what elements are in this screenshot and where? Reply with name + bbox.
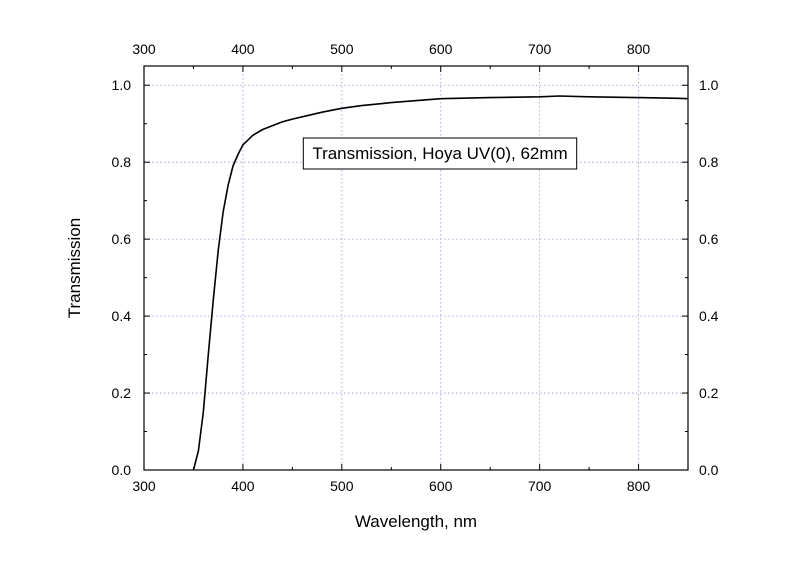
y-right-tick-label: 0.8 [699,154,719,170]
y-tick-label: 0.2 [112,385,132,401]
y-tick-label: 0.4 [112,308,132,324]
x-tick-label: 700 [528,478,552,494]
y-axis-title: Transmission [65,218,84,318]
y-tick-label: 1.0 [112,77,132,93]
x-top-tick-label: 500 [330,41,354,57]
x-tick-label: 800 [627,478,651,494]
annotation-box: Transmission, Hoya UV(0), 62mm [302,137,578,170]
y-right-tick-label: 1.0 [699,77,719,93]
x-tick-label: 400 [231,478,255,494]
series-layer [192,95,689,471]
series-line [192,95,689,471]
x-top-tick-label: 600 [429,41,453,57]
axis-ticks [143,66,688,471]
x-top-tick-label: 300 [132,41,156,57]
annotation-text: Transmission, Hoya UV(0), 62mm [312,144,567,163]
y-tick-label: 0.8 [112,154,132,170]
tick-labels: 300 300 400 400 500 500 600 600 700 700 800 800 0.0 0… [112,41,719,494]
x-top-tick-label: 800 [627,41,651,57]
x-tick-label: 500 [330,478,354,494]
x-axis-title: Wavelength, nm [355,512,477,531]
plot-frame [143,65,689,471]
grid-lines [144,66,688,470]
x-tick-label: 300 [132,478,156,494]
y-right-tick-label: 0.0 [699,462,719,478]
annotation-frame [302,137,578,170]
x-top-tick-label: 700 [528,41,552,57]
y-right-tick-label: 0.2 [699,385,719,401]
y-right-tick-label: 0.6 [699,231,719,247]
y-tick-label: 0.6 [112,231,132,247]
x-tick-label: 600 [429,478,453,494]
y-tick-label: 0.0 [112,462,132,478]
x-top-tick-label: 400 [231,41,255,57]
y-right-tick-label: 0.4 [699,308,719,324]
